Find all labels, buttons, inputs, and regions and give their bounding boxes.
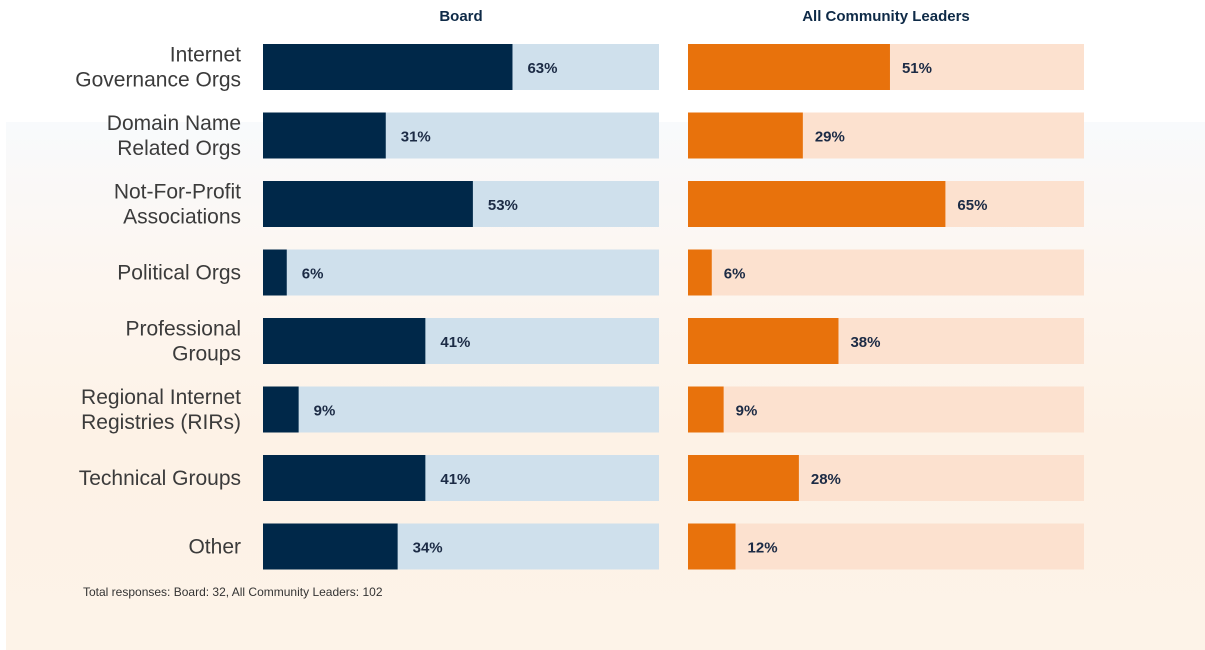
data-label: 12%: [748, 540, 778, 557]
bar: [688, 181, 946, 227]
data-label: 6%: [724, 266, 746, 283]
data-label: 53%: [488, 197, 518, 214]
data-label: 65%: [957, 197, 987, 214]
bar-track: [688, 249, 1084, 296]
category-label: Groups: [172, 343, 241, 366]
category-label: Regional Internet: [81, 386, 241, 409]
bar: [688, 455, 799, 501]
bar: [688, 249, 712, 296]
data-label: 38%: [850, 334, 880, 351]
category-label: Political Orgs: [117, 262, 241, 285]
data-label: 63%: [527, 60, 557, 77]
data-label: 29%: [815, 129, 845, 146]
bar-track: [263, 386, 659, 433]
data-label: 28%: [811, 471, 841, 488]
category-label: Related Orgs: [117, 137, 241, 160]
data-label: 41%: [440, 334, 470, 351]
category-label: Not-For-Profit: [114, 181, 241, 204]
data-label: 9%: [314, 403, 336, 420]
bar: [263, 318, 426, 364]
bar-track: [688, 523, 1084, 570]
data-label: 31%: [401, 129, 431, 146]
panel-title: All Community Leaders: [802, 8, 970, 25]
bar: [263, 455, 426, 501]
data-label: 34%: [413, 540, 443, 557]
data-label: 6%: [302, 266, 324, 283]
bar: [688, 523, 736, 570]
bar: [688, 386, 724, 433]
category-label: Domain Name: [107, 112, 241, 135]
data-label: 9%: [736, 403, 758, 420]
bar: [263, 523, 398, 570]
category-label: Associations: [123, 206, 241, 229]
bar: [263, 181, 473, 227]
bar-track: [263, 249, 659, 296]
bar: [263, 44, 513, 90]
bar: [263, 386, 299, 433]
category-label: Registries (RIRs): [81, 411, 241, 434]
category-label: Technical Groups: [79, 467, 241, 490]
category-label: Professional: [125, 318, 241, 341]
data-label: 41%: [440, 471, 470, 488]
bar: [688, 112, 803, 159]
category-label: Other: [188, 536, 241, 559]
footnote: Total responses: Board: 32, All Communit…: [83, 585, 383, 599]
bar: [263, 249, 287, 296]
bar: [263, 112, 386, 159]
category-label: Internet: [170, 44, 241, 67]
data-label: 51%: [902, 60, 932, 77]
bar: [688, 318, 839, 364]
panel-title: Board: [439, 8, 482, 25]
bar: [688, 44, 890, 90]
bar-track: [688, 386, 1084, 433]
category-label: Governance Orgs: [75, 69, 241, 92]
